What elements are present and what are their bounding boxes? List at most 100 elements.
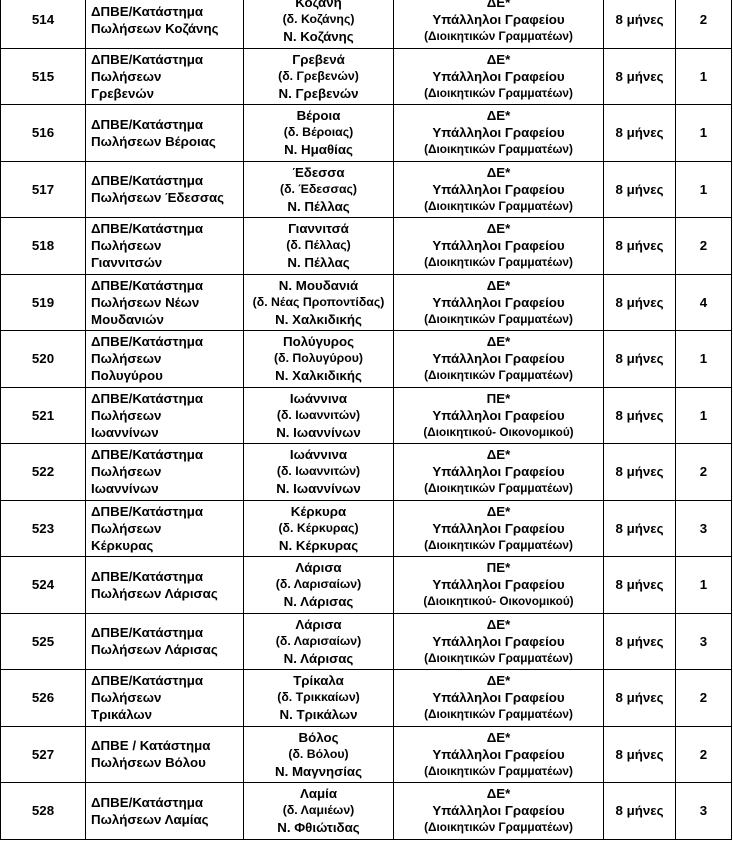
contract-duration: 8 μήνες (603, 217, 676, 275)
specialty: ΔΕ* Υπάλληλοι Γραφείου (Διοικητικών Γραμμα… (393, 782, 604, 840)
table-row: 521 ΔΠΒΕ/Κατάστημα Πωλήσεων Ιωαννίνων Ιωάν… (0, 386, 732, 444)
city: Ν. Μουδανιά (278, 277, 359, 293)
position-code: 522 (0, 443, 86, 501)
municipality: (δ. Ιωαννιτών) (276, 407, 361, 422)
specialty-detail: (Διοικητικών Γραμματέων) (424, 820, 573, 835)
position-code: 525 (0, 612, 86, 670)
contract-duration: 8 μήνες (603, 612, 676, 670)
category: ΔΕ* (486, 447, 511, 463)
table-row: 517 ΔΠΒΕ/Κατάστημα Πωλήσεων Έδεσσας Έδεσσα… (0, 160, 732, 218)
specialty: ΠΕ* Υπάλληλοι Γραφείου (Διοικητικού- Οικον… (393, 556, 604, 614)
positions-count: 1 (675, 330, 732, 388)
location: Γρεβενά (δ. Γρεβενών) Ν. Γρεβενών (243, 47, 394, 105)
specialty-title: Υπάλληλοι Γραφείου (432, 633, 565, 649)
positions-count: 1 (675, 556, 732, 614)
specialty: ΔΕ* Υπάλληλοι Γραφείου (Διοικητικών Γραμμα… (393, 669, 604, 727)
service-unit: ΔΠΒΕ/Κατάστημα Πωλήσεων Έδεσσας (85, 160, 244, 218)
prefecture: Ν. Λάρισας (283, 650, 354, 666)
prefecture: Ν. Κέρκυρας (278, 537, 359, 553)
category: ΔΕ* (486, 0, 511, 11)
positions-count: 2 (675, 0, 732, 49)
city: Κέρκυρα (290, 503, 347, 519)
specialty-title: Υπάλληλοι Γραφείου (432, 12, 565, 28)
location: Λάρισα (δ. Λαρισαίων) Ν. Λάρισας (243, 612, 394, 670)
positions-count: 3 (675, 499, 732, 557)
positions-count: 2 (675, 725, 732, 783)
specialty-title: Υπάλληλοι Γραφείου (432, 125, 565, 141)
positions-count: 2 (675, 217, 732, 275)
prefecture: Ν. Πέλλας (287, 255, 350, 271)
positions-count: 3 (675, 612, 732, 670)
city: Λαμία (299, 786, 338, 802)
location: Ιωάννινα (δ. Ιωαννιτών) Ν. Ιωαννίνων (243, 386, 394, 444)
table-row: 519 ΔΠΒΕ/Κατάστημα Πωλήσεων Νέων Μουδανιώ… (0, 273, 732, 331)
specialty-title: Υπάλληλοι Γραφείου (432, 238, 565, 254)
category: ΔΕ* (486, 51, 511, 67)
municipality: (δ. Λαρισαίων) (275, 633, 362, 648)
city: Βόλος (298, 729, 339, 745)
service-unit: ΔΠΒΕ/Κατάστημα Πωλήσεων Βέροιας (85, 104, 244, 162)
category: ΔΕ* (486, 786, 511, 802)
specialty: ΔΕ* Υπάλληλοι Γραφείου (Διοικητικών Γραμμα… (393, 273, 604, 331)
category: ΔΕ* (486, 729, 511, 745)
municipality: (δ. Πέλλας) (286, 238, 351, 253)
specialty-title: Υπάλληλοι Γραφείου (432, 520, 565, 536)
city: Κοζάνη (295, 0, 342, 11)
city: Λάρισα (295, 560, 342, 576)
location: Κέρκυρα (δ. Κέρκυρας) Ν. Κέρκυρας (243, 499, 394, 557)
service-unit: ΔΠΒΕ/Κατάστημα Πωλήσεων Ιωαννίνων (85, 443, 244, 501)
service-unit: ΔΠΒΕ/Κατάστημα Πωλήσεων Λάρισας (85, 612, 244, 670)
municipality: (δ. Κοζάνης) (282, 12, 355, 27)
positions-count: 1 (675, 160, 732, 218)
prefecture: Ν. Χαλκιδικής (275, 368, 362, 384)
prefecture: Ν. Ιωαννίνων (276, 481, 361, 497)
specialty-title: Υπάλληλοι Γραφείου (432, 407, 565, 423)
contract-duration: 8 μήνες (603, 499, 676, 557)
contract-duration: 8 μήνες (603, 160, 676, 218)
contract-duration: 8 μήνες (603, 273, 676, 331)
specialty: ΔΕ* Υπάλληλοι Γραφείου (Διοικητικών Γραμμα… (393, 0, 604, 49)
table-row: 525 ΔΠΒΕ/Κατάστημα Πωλήσεων Λάρισας Λάρισα… (0, 612, 732, 670)
specialty: ΔΕ* Υπάλληλοι Γραφείου (Διοικητικών Γραμμα… (393, 47, 604, 105)
specialty: ΔΕ* Υπάλληλοι Γραφείου (Διοικητικών Γραμμα… (393, 330, 604, 388)
table-row: 527 ΔΠΒΕ / Κατάστημα Πωλήσεων Βόλου Βόλος(… (0, 725, 732, 783)
location: Ν. Μουδανιά (δ. Νέας Προποντίδας) Ν. Χαλκι… (243, 273, 394, 331)
city: Πολύγυρος (282, 334, 355, 350)
municipality: (δ. Τρικκαίων) (277, 690, 360, 705)
location: Βόλος (δ. Βόλου) Ν. Μαγνησίας (243, 725, 394, 783)
position-code: 515 (0, 47, 86, 105)
table-row: 514 ΔΠΒΕ/Κατάστημα Πωλήσεων Κοζάνης Κοζάνη… (0, 0, 732, 49)
specialty: ΔΕ* Υπάλληλοι Γραφείου (Διοικητικών Γραμμα… (393, 217, 604, 275)
category: ΠΕ* (486, 390, 511, 406)
table-row: 516 ΔΠΒΕ/Κατάστημα Πωλήσεων Βέροιας Βέροια… (0, 104, 732, 162)
contract-duration: 8 μήνες (603, 47, 676, 105)
position-code: 516 (0, 104, 86, 162)
contract-duration: 8 μήνες (603, 386, 676, 444)
specialty-detail: (Διοικητικών Γραμματέων) (424, 142, 573, 157)
specialty-detail: (Διοικητικών Γραμματέων) (424, 707, 573, 722)
position-code: 514 (0, 0, 86, 49)
position-code: 518 (0, 217, 86, 275)
specialty-detail: (Διοικητικού- Οικονομικού) (423, 594, 574, 609)
positions-count: 2 (675, 669, 732, 727)
municipality: (δ. Ιωαννιτών) (276, 464, 361, 479)
category: ΔΕ* (486, 221, 511, 237)
prefecture: Ν. Πέλλας (287, 198, 350, 214)
specialty-detail: (Διοικητικών Γραμματέων) (424, 481, 573, 496)
service-unit: ΔΠΒΕ/Κατάστημα Πωλήσεων Ιωαννίνων (85, 386, 244, 444)
position-code: 528 (0, 782, 86, 840)
specialty-detail: (Διοικητικών Γραμματέων) (424, 537, 573, 552)
specialty: ΔΕ* Υπάλληλοι Γραφείου (Διοικητικών Γραμμα… (393, 443, 604, 501)
table-row: 522 ΔΠΒΕ/Κατάστημα Πωλήσεων Ιωαννίνων Ιωάν… (0, 443, 732, 501)
city: Λάρισα (295, 616, 342, 632)
prefecture: Ν. Τρικάλων (279, 707, 358, 723)
location: Λάρισα (δ. Λαρισαίων) Ν. Λάρισας (243, 556, 394, 614)
prefecture: Ν. Λάρισας (283, 594, 354, 610)
table-row: 526 ΔΠΒΕ/Κατάστημα Πωλήσεων Τρικάλων Τρίκα… (0, 669, 732, 727)
specialty: ΔΕ* Υπάλληλοι Γραφείου (Διοικητικών Γραμμα… (393, 725, 604, 783)
specialty-detail: (Διοικητικών Γραμματέων) (424, 311, 573, 326)
specialty-title: Υπάλληλοι Γραφείου (432, 351, 565, 367)
positions-count: 2 (675, 443, 732, 501)
prefecture: Ν. Ιωαννίνων (276, 424, 361, 440)
category: ΔΕ* (486, 164, 511, 180)
